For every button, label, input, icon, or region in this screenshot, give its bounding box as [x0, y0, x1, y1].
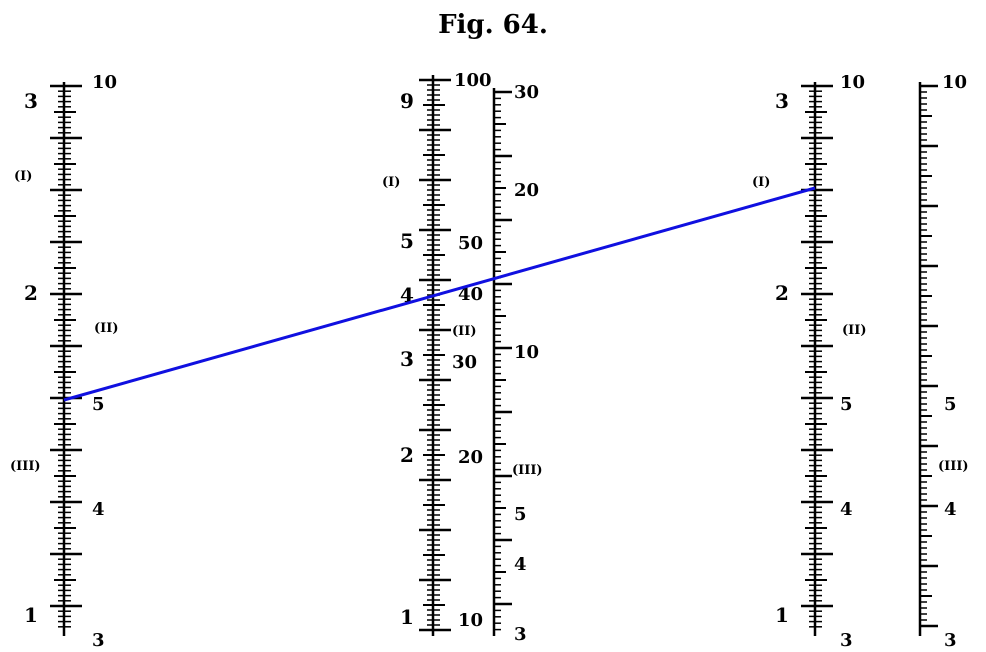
isopleth-line [63, 186, 816, 402]
scale-ticks [50, 78, 938, 632]
scale-e-right-label: 4 [944, 499, 957, 520]
scale-c-right-label: 3 [514, 624, 527, 645]
scale-d-tag: (I) [752, 175, 770, 190]
scale-b-tag: (I) [382, 175, 400, 190]
scale-b-right-label: 40 [458, 284, 483, 305]
scale-b-left-label: 2 [400, 443, 414, 467]
scale-b-left-label: 1 [400, 605, 414, 629]
scale-d-right-label: 10 [840, 72, 865, 93]
scale-axes [62, 75, 922, 636]
scale-d-left-label: 3 [775, 89, 789, 113]
figure-title: Fig. 64. [438, 10, 548, 40]
scale-b-right-label: 10 [458, 610, 483, 631]
scale-b-right-label: 30 [452, 352, 477, 373]
scale-c-right-label: 5 [514, 504, 527, 525]
scale-b-left-label: 9 [400, 89, 414, 113]
scale-c-tag: (III) [512, 463, 543, 478]
scale-a-left-label: 1 [24, 603, 38, 627]
scale-e-tag: (III) [938, 459, 969, 474]
scale-d-right-label: 5 [840, 394, 853, 415]
scale-a-tag: (I) [14, 169, 32, 184]
scale-a-right-label: 10 [92, 72, 117, 93]
scale-d-right-label: 4 [840, 499, 853, 520]
scale-a-tag: (II) [94, 321, 118, 336]
scale-b-left-label: 3 [400, 347, 414, 371]
scale-c-right-label: 10 [514, 342, 539, 363]
scale-b-left-label: 5 [400, 229, 414, 253]
scale-d-left-label: 1 [775, 603, 789, 627]
scale-c-right-label: 20 [514, 180, 539, 201]
scale-c-right-label: 4 [514, 554, 527, 575]
scale-d-right-label: 3 [840, 630, 853, 651]
scale-a-right-label: 3 [92, 630, 105, 651]
scale-e-right-label: 5 [944, 394, 957, 415]
scale-a-right-label: 5 [92, 394, 105, 415]
scale-a-left-label: 3 [24, 89, 38, 113]
scale-b-right-label: 100 [454, 70, 492, 91]
scale-b-right-label: 50 [458, 233, 483, 254]
scale-c-right-label: 30 [514, 82, 539, 103]
scale-d-left-label: 2 [775, 281, 789, 305]
scale-b-tag: (II) [452, 324, 476, 339]
scale-e-right-label: 10 [942, 72, 967, 93]
scale-d-tag: (II) [842, 323, 866, 338]
scale-a-left-label: 2 [24, 281, 38, 305]
scale-b-right-label: 20 [458, 447, 483, 468]
scale-a-right-label: 4 [92, 499, 105, 520]
scale-a-tag: (III) [10, 459, 41, 474]
scale-e-right-label: 3 [944, 630, 957, 651]
